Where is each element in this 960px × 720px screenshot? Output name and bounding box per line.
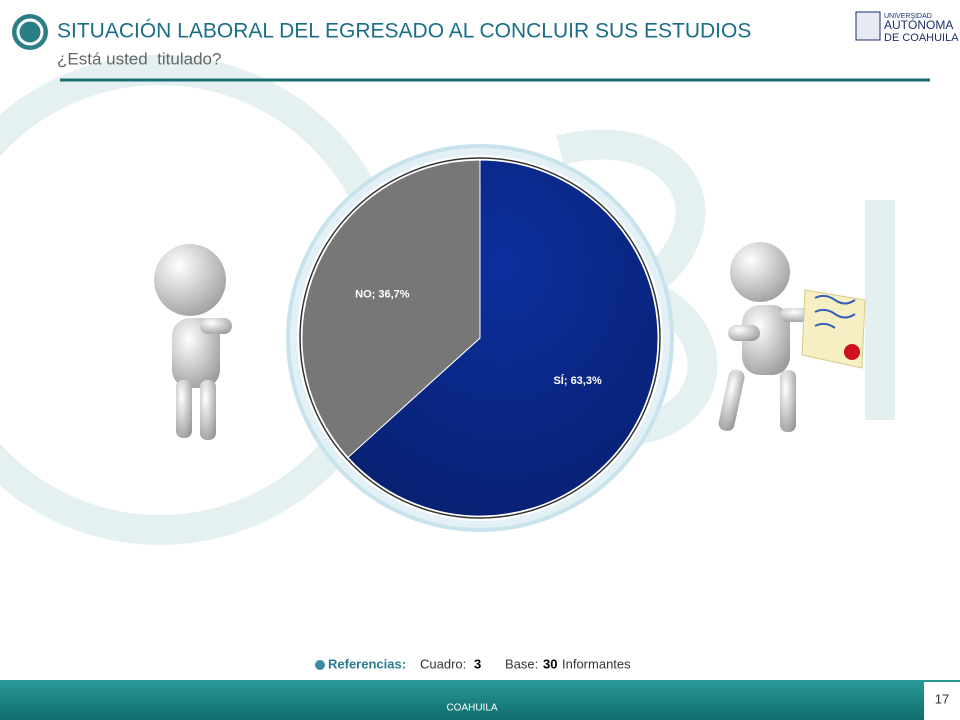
university-name-2: AUTÓNOMA	[884, 17, 953, 32]
base-value: 30	[543, 656, 557, 671]
header-logo-ring	[16, 18, 44, 46]
reference-bullet	[315, 660, 325, 670]
table-value: 3	[474, 656, 481, 671]
diploma	[801, 289, 866, 369]
pie: SÍ; 63,3% NO; 36,7%	[299, 157, 661, 519]
base-unit: Informantes	[562, 656, 631, 671]
chart-title: SITUACIÓN LABORAL DEL EGRESADO AL CONCLU…	[57, 20, 751, 43]
university-shield	[855, 11, 881, 41]
page-number: 17	[935, 691, 949, 706]
graduate-figure	[718, 242, 820, 432]
pie-outline	[299, 157, 661, 519]
chart-subtitle: ¿Está usted titulado?	[57, 49, 221, 68]
reference-label: Referencias:	[328, 656, 406, 671]
footer-text: COAHUILA	[446, 703, 497, 714]
base-label: Base:	[505, 656, 538, 671]
pie-slice	[301, 159, 481, 459]
pie-slice	[347, 159, 659, 517]
university-name-3: DE COAHUILA	[884, 32, 959, 44]
data-label: SÍ; 63,3%	[553, 374, 602, 387]
university-name-1: UNIVERSIDAD	[884, 13, 932, 20]
thinking-figure	[154, 244, 232, 440]
table-label: Cuadro:	[420, 656, 466, 671]
footer-band	[0, 680, 960, 720]
data-label: NO; 36,7%	[355, 289, 410, 301]
page-number-box	[924, 682, 960, 720]
